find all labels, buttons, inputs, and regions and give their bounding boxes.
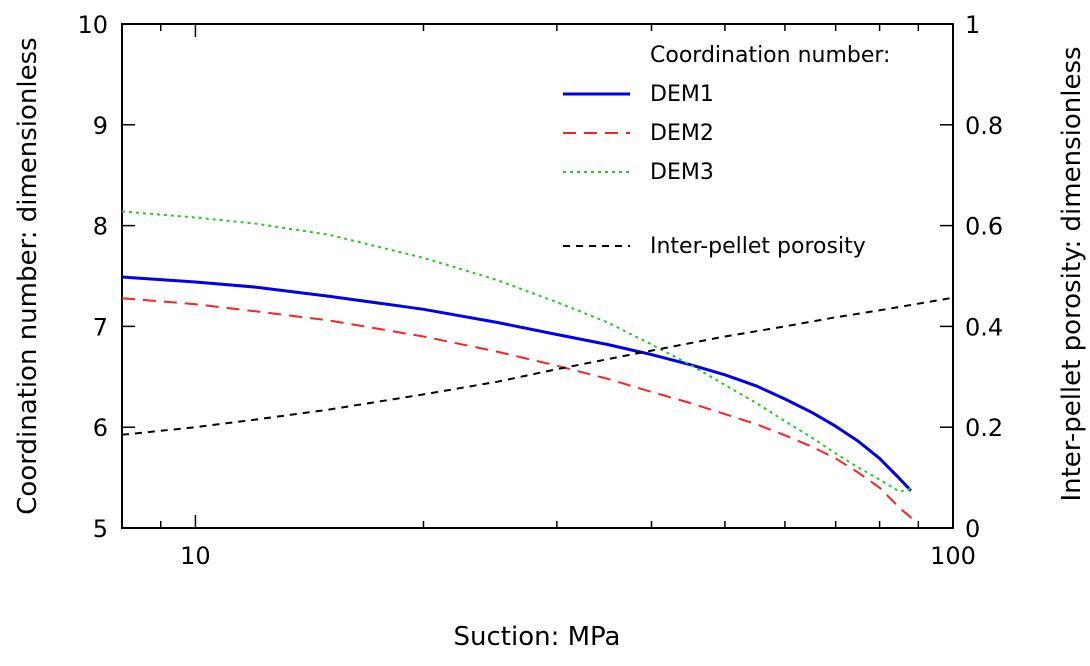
- x-tick-label: 10: [180, 542, 211, 570]
- legend-title: Coordination number:: [650, 43, 890, 68]
- plot-frame: [121, 23, 954, 529]
- y-left-tick-label: 5: [93, 515, 108, 543]
- y-right-tick-label: 0.6: [965, 213, 1003, 241]
- legend-label-dem3: DEM3: [650, 160, 714, 185]
- legend-label-porosity: Inter-pellet porosity: [650, 234, 866, 259]
- ticks: [121, 23, 954, 529]
- legend-label-dem2: DEM2: [650, 121, 714, 146]
- y-right-tick-label: 0.8: [965, 112, 1003, 140]
- y-left-tick-label: 10: [77, 11, 108, 39]
- y-right-tick-label: 0.4: [965, 313, 1003, 341]
- x-axis-title: Suction: MPa: [454, 622, 621, 652]
- y-left-tick-label: 7: [93, 313, 108, 341]
- y-axis-left-title: Coordination number: dimensionless: [13, 37, 43, 514]
- legend-label-dem1: DEM1: [650, 82, 714, 107]
- x-tick-label: 100: [930, 542, 976, 570]
- y-right-tick-label: 0.2: [965, 414, 1003, 442]
- y-left-tick-label: 6: [93, 414, 108, 442]
- y-left-tick-label: 8: [93, 213, 108, 241]
- y-axis-right-title: Inter-pellet porosity: dimensionless: [1057, 46, 1087, 501]
- series-line-dem2: [121, 297, 919, 525]
- series-lines: [121, 210, 954, 525]
- y-left-tick-label: 9: [93, 112, 108, 140]
- legend: Coordination number: DEM1 DEM2 DEM3 Inte…: [563, 43, 890, 259]
- y-right-tick-label: 1: [965, 11, 980, 39]
- y-right-tick-label: 0: [965, 515, 980, 543]
- series-line-dem1: [121, 275, 912, 492]
- series-line-inter-pellet-porosity: [121, 296, 954, 436]
